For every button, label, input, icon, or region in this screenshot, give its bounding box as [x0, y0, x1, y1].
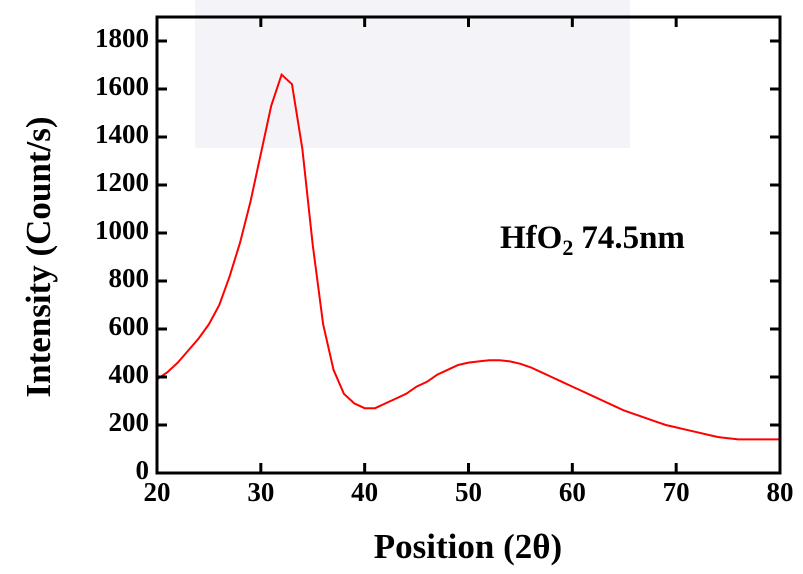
x-tick-label: 70	[663, 477, 690, 507]
y-tick-label: 1600	[95, 71, 149, 101]
annotation: HfO2 74.5nm	[500, 220, 685, 260]
x-tick-label: 30	[247, 477, 274, 507]
x-tick-label: 80	[767, 477, 794, 507]
y-tick-label: 200	[109, 407, 150, 437]
y-tick-label: 1800	[95, 23, 149, 53]
y-tick-label: 1200	[95, 167, 149, 197]
y-tick-label: 1000	[95, 215, 149, 245]
annotation-subscript: 2	[562, 235, 573, 260]
data-line	[156, 72, 780, 441]
y-axis-label: Intensity (Count/s)	[19, 116, 58, 397]
plot-frame	[155, 15, 782, 475]
x-tick-label: 50	[455, 477, 482, 507]
annotation-text: 74.5nm	[581, 220, 685, 256]
y-tick-label: 400	[109, 359, 150, 389]
x-axis-label: Position (2θ)	[374, 527, 562, 566]
y-tick-label: 1400	[95, 119, 149, 149]
y-tick-label: 0	[136, 455, 150, 485]
x-tick-label: 60	[559, 477, 586, 507]
x-tick-label: 20	[144, 477, 171, 507]
y-tick-label: 800	[109, 263, 150, 293]
y-tick-label: 600	[109, 311, 150, 341]
x-tick-label: 40	[351, 477, 378, 507]
annotation-text: HfO	[500, 220, 562, 256]
